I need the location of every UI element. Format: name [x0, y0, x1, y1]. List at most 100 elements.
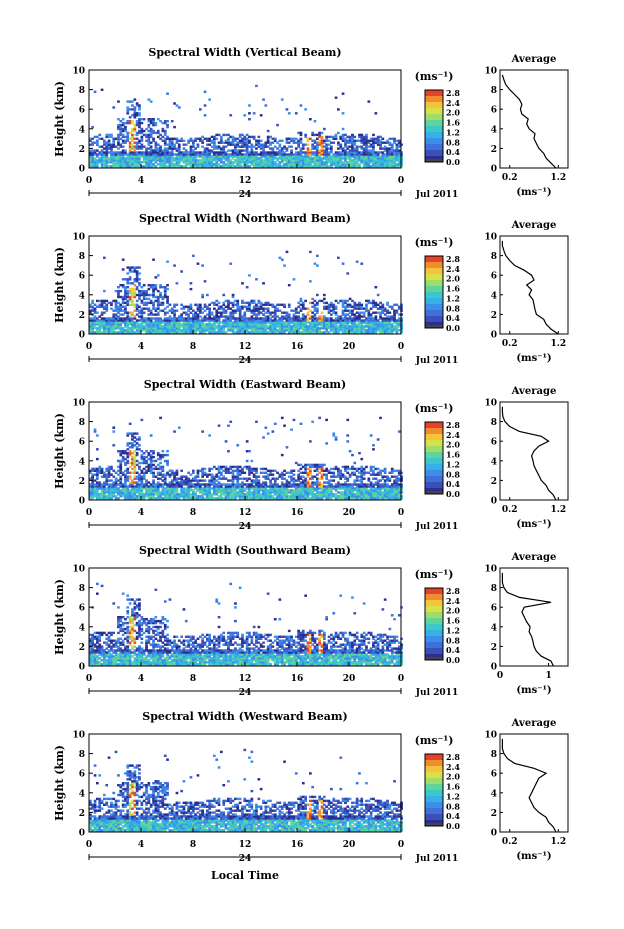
- heatmap-cell: [138, 495, 141, 498]
- heatmap-cell: [236, 305, 240, 308]
- heatmap-cell: [353, 329, 357, 332]
- heatmap-cell: [372, 329, 375, 332]
- heatmap-cell: [250, 317, 254, 320]
- heatmap-cell: [91, 309, 94, 312]
- heatmap-cell: [131, 438, 134, 441]
- heatmap-cell: [259, 139, 263, 142]
- heatmap-cell: [124, 461, 127, 465]
- heatmap-cell: [184, 305, 188, 308]
- heatmap-cell: [217, 323, 221, 326]
- heatmap-cell: [163, 475, 167, 478]
- heatmap-cell: [203, 104, 207, 107]
- heatmap-cell: [304, 319, 307, 322]
- heatmap-cell: [372, 299, 375, 303]
- heatmap-cell: [311, 165, 314, 168]
- heatmap-cell: [220, 467, 223, 471]
- heatmap-cell: [177, 481, 181, 484]
- heatmap-cell: [145, 487, 148, 490]
- heatmap-cell: [374, 151, 378, 154]
- heatmap-cell: [128, 282, 132, 285]
- heatmap-cell: [337, 155, 340, 158]
- heatmap-cell: [313, 319, 317, 322]
- heatmap-cell: [119, 479, 123, 482]
- heatmap-cell: [393, 153, 396, 156]
- heatmap-cell: [316, 145, 319, 148]
- heatmap-cell: [311, 327, 314, 330]
- heatmap-cell: [367, 323, 371, 326]
- heatmap-cell: [376, 143, 380, 146]
- heatmap-cell: [145, 485, 148, 488]
- heatmap-cell: [304, 161, 307, 164]
- heatmap-cell: [152, 123, 155, 127]
- heatmap-cell: [138, 159, 141, 162]
- heatmap-cell: [180, 491, 183, 494]
- heatmap-cell: [170, 309, 174, 312]
- heatmap-cell: [243, 155, 247, 158]
- heatmap-cell: [264, 497, 268, 500]
- heatmap-cell: [128, 153, 132, 156]
- heatmap-cell: [257, 475, 261, 478]
- heatmap-cell: [313, 327, 317, 330]
- heatmap-cell: [255, 159, 258, 162]
- heatmap-cell: [220, 497, 223, 500]
- colorbar-frame: [424, 255, 444, 329]
- heatmap-cell: [304, 477, 307, 480]
- heatmap-cell: [126, 487, 130, 490]
- heatmap-cell: [381, 137, 385, 140]
- heatmap-cell: [170, 157, 174, 160]
- heatmap-cell: [213, 487, 216, 490]
- heatmap-cell: [163, 453, 167, 457]
- heatmap-cell: [196, 475, 200, 478]
- heatmap-cell: [112, 487, 116, 490]
- heatmap-cell: [163, 481, 167, 484]
- heatmap-cell: [149, 286, 153, 289]
- heatmap-cell: [252, 489, 256, 492]
- heatmap-cell: [255, 141, 258, 144]
- heatmap-cell: [112, 143, 116, 146]
- heatmap-cell: [131, 291, 134, 295]
- heatmap-cell: [285, 141, 289, 144]
- heatmap-cell: [217, 159, 221, 162]
- heatmap-cell: [131, 135, 134, 139]
- heatmap-cell: [142, 118, 146, 121]
- heatmap-cell: [224, 467, 228, 471]
- heatmap-cell: [147, 309, 151, 312]
- heatmap-cell: [266, 161, 270, 164]
- heatmap-cell: [395, 157, 399, 160]
- heatmap-cell: [199, 491, 202, 494]
- heatmap-cell: [103, 473, 106, 476]
- x-tick-label: 0: [86, 176, 92, 186]
- heatmap-cell: [208, 303, 211, 306]
- heatmap-cell: [210, 481, 214, 484]
- heatmap-cell: [163, 479, 167, 482]
- heatmap-cell: [135, 266, 139, 269]
- heatmap-cell: [229, 327, 233, 330]
- heatmap-cell: [367, 139, 371, 142]
- heatmap-cell: [383, 321, 387, 324]
- heatmap-cell: [154, 295, 158, 299]
- heatmap-cell: [381, 319, 385, 322]
- heatmap-cell: [301, 155, 305, 158]
- heatmap-cell: [301, 493, 305, 496]
- heatmap-cell: [203, 137, 207, 140]
- heatmap-cell: [278, 303, 282, 306]
- heatmap-cell: [189, 325, 193, 328]
- heatmap-cell: [273, 329, 277, 332]
- heatmap-cell: [320, 323, 324, 326]
- heatmap-cell: [351, 143, 354, 146]
- heatmap-cell: [100, 475, 104, 478]
- heatmap-cell: [206, 159, 209, 162]
- heatmap-cell: [393, 329, 396, 332]
- heatmap-cell: [166, 485, 169, 488]
- heatmap-cell: [192, 153, 195, 156]
- heatmap-cell: [203, 491, 207, 494]
- heatmap-cell: [89, 489, 92, 492]
- heatmap-cell: [140, 165, 144, 168]
- heatmap-cell: [98, 469, 102, 472]
- heatmap-cell: [362, 137, 366, 140]
- heatmap-cell: [278, 473, 282, 476]
- heatmap-cell: [259, 311, 263, 314]
- heatmap-cell: [327, 165, 331, 168]
- heatmap-cell: [96, 159, 99, 162]
- heatmap-cell: [210, 159, 214, 162]
